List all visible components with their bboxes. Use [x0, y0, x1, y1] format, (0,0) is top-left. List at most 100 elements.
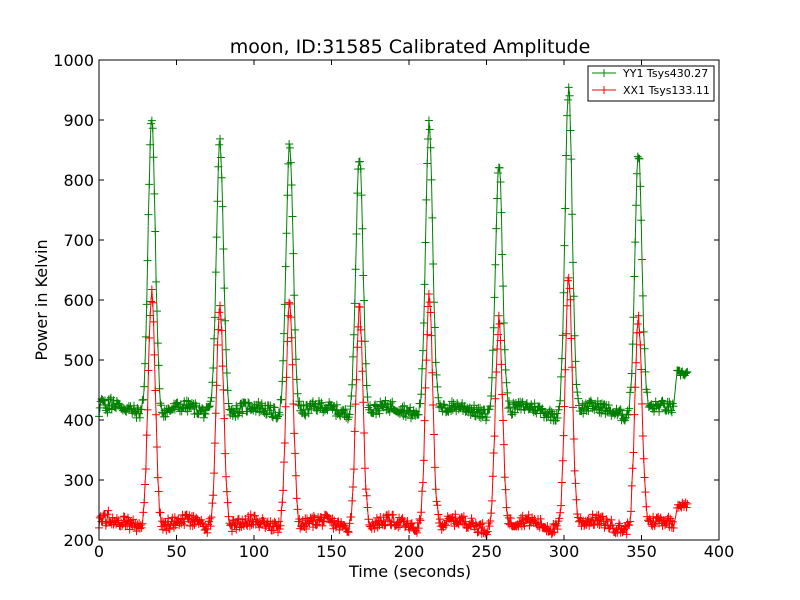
data-point: [169, 405, 178, 414]
data-point: [103, 510, 112, 519]
data-point: [424, 302, 433, 311]
data-point: [669, 524, 678, 533]
data-point: [459, 402, 468, 411]
data-point: [235, 523, 244, 532]
data-point: [222, 487, 231, 496]
data-point: [291, 449, 300, 458]
data-point: [293, 389, 302, 398]
data-point: [221, 316, 230, 325]
data-point: [345, 519, 354, 528]
data-point: [145, 334, 154, 343]
data-point: [555, 514, 564, 523]
data-point: [638, 291, 647, 300]
data-point: [416, 516, 425, 525]
data-point: [552, 409, 561, 418]
data-point: [636, 340, 645, 349]
data-point: [626, 507, 635, 516]
data-point: [434, 510, 443, 519]
data-point: [634, 311, 643, 320]
data-point: [355, 157, 364, 166]
data-point: [553, 414, 562, 423]
data-point: [496, 336, 505, 345]
data-point: [667, 408, 676, 417]
data-point: [564, 83, 573, 92]
data-point: [503, 388, 512, 397]
data-point: [497, 360, 506, 369]
data-point: [499, 416, 508, 425]
data-point: [417, 508, 426, 517]
data-point: [682, 503, 691, 512]
data-point: [626, 388, 635, 397]
data-point: [349, 483, 358, 492]
data-point: [655, 401, 664, 410]
data-point: [266, 401, 275, 410]
data-point: [626, 517, 635, 526]
data-point: [362, 381, 371, 390]
data-point: [569, 435, 578, 444]
data-point: [584, 407, 593, 416]
chart-title: moon, ID:31585 Calibrated Amplitude: [230, 36, 591, 58]
legend-marker-xx1: +: [599, 83, 609, 97]
data-point: [459, 512, 468, 521]
data-point: [633, 320, 642, 329]
data-point: [568, 210, 577, 219]
data-point: [421, 238, 430, 247]
data-point: [630, 272, 639, 281]
data-point: [572, 495, 581, 504]
data-point: [400, 401, 409, 410]
data-point: [356, 325, 365, 334]
data-point: [432, 497, 441, 506]
data-point: [208, 499, 217, 508]
data-point: [141, 480, 150, 489]
x-tick-label: 250: [471, 542, 502, 561]
data-point: [274, 517, 283, 526]
data-point: [287, 333, 296, 342]
data-point: [133, 403, 142, 412]
data-point: [563, 301, 572, 310]
data-point: [229, 516, 238, 525]
data-point: [147, 297, 156, 306]
data-point: [635, 328, 644, 337]
data-point: [147, 285, 156, 294]
x-tick-label: 50: [166, 542, 186, 561]
data-point: [557, 501, 566, 510]
data-point: [489, 449, 498, 458]
data-point: [495, 163, 504, 172]
data-point: [536, 514, 545, 523]
data-point: [476, 414, 485, 423]
data-point: [424, 116, 433, 125]
data-point: [213, 197, 222, 206]
data-point: [635, 154, 644, 163]
plot-area: [95, 83, 692, 539]
y-axis-label: Power in Kelvin: [32, 239, 51, 360]
y-tick-label: 500: [63, 351, 94, 370]
data-point: [482, 413, 491, 422]
data-point: [389, 510, 398, 519]
data-point: [344, 528, 353, 537]
data-point: [506, 514, 515, 523]
data-point: [224, 512, 233, 521]
data-point: [282, 229, 291, 238]
data-point: [155, 384, 164, 393]
x-tick-label: 150: [316, 542, 347, 561]
data-point: [309, 511, 318, 520]
y-tick-label: 700: [63, 231, 94, 250]
data-point: [217, 173, 226, 182]
data-point: [278, 498, 287, 507]
data-point: [193, 409, 202, 418]
data-point: [182, 396, 191, 405]
x-tick-label: 200: [394, 542, 425, 561]
data-point: [117, 518, 126, 527]
data-point: [352, 230, 361, 239]
data-point: [320, 517, 329, 526]
data-point: [569, 292, 578, 301]
data-point: [304, 409, 313, 418]
data-point: [352, 375, 361, 384]
data-point: [480, 526, 489, 535]
data-point: [292, 494, 301, 503]
data-point: [269, 526, 278, 535]
data-point: [350, 299, 359, 308]
data-point: [425, 298, 434, 307]
data-point: [502, 378, 511, 387]
